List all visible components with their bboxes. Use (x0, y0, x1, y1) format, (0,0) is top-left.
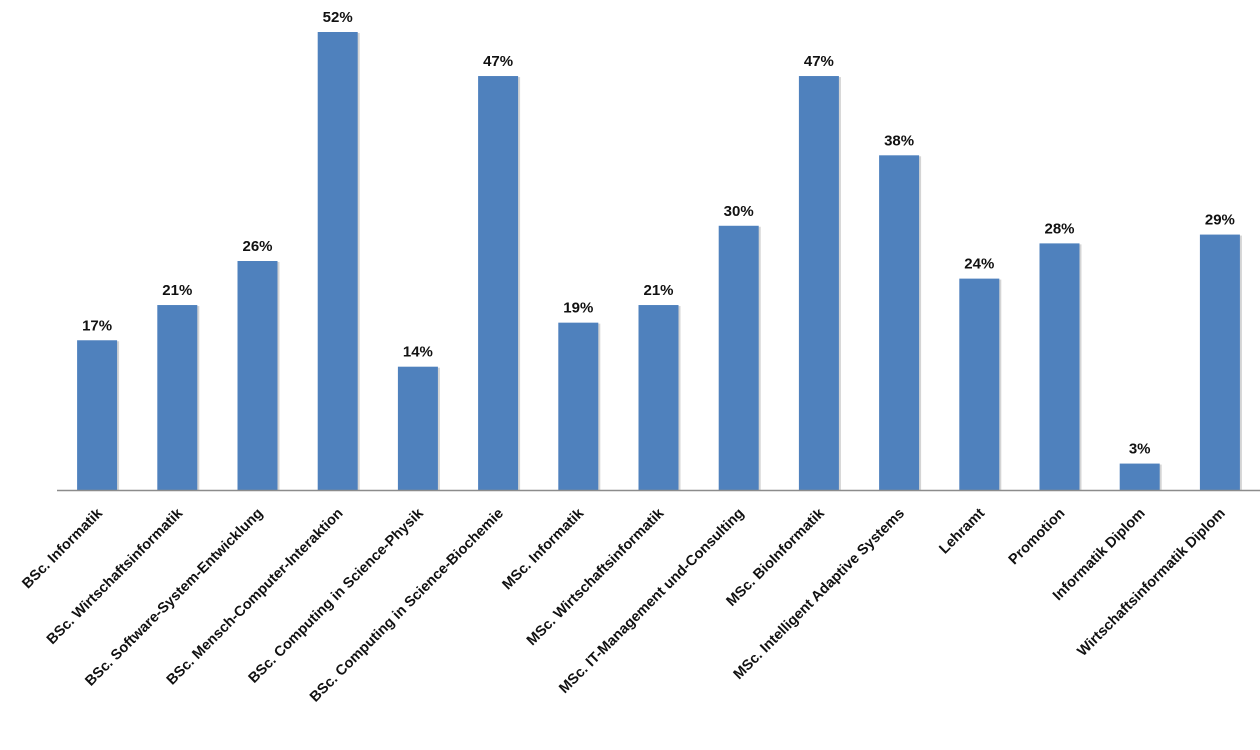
bar-value-label: 29% (1205, 212, 1235, 229)
bar-value-label: 52% (323, 9, 353, 26)
x-tick-label: MSc. Informatik (499, 505, 587, 593)
x-tick-label: BSc. Wirtschaftsinformatik (44, 505, 187, 648)
bar (397, 366, 438, 490)
bar (638, 305, 679, 490)
x-tick-label: MSc. IT-Management und-Consulting (556, 506, 747, 697)
bar (1199, 234, 1240, 490)
bar (478, 76, 519, 491)
bar (77, 340, 118, 490)
x-tick-label: Promotion (1006, 506, 1069, 569)
bar (959, 278, 1000, 490)
x-tick-label: BSc. Computing in Science-Physik (246, 505, 428, 687)
bar (798, 76, 839, 491)
x-tick-label: BSc. Informatik (19, 505, 106, 592)
bar-value-label: 19% (563, 300, 593, 317)
bar (558, 322, 599, 490)
bar (1119, 463, 1160, 490)
bar-value-label: 30% (724, 203, 754, 220)
bar-value-label: 26% (242, 238, 272, 255)
x-tick-label: Lehramt (936, 505, 988, 557)
bar-value-label: 47% (483, 53, 513, 70)
bar-value-label: 17% (82, 317, 112, 334)
bar-value-label: 14% (403, 344, 433, 361)
bar (1039, 243, 1080, 490)
bar (157, 305, 198, 490)
bar-value-label: 47% (804, 53, 834, 70)
bar-value-label: 3% (1129, 441, 1151, 458)
value-labels-group: 17% 21% 26% 52% 14% 47% 19% 21% 30% 47% 38% 24% 28% 3… (82, 9, 1235, 458)
bar (317, 32, 358, 490)
x-tick-label: Wirtschaftsinformatik Diplom (1075, 506, 1229, 660)
bar-value-label: 38% (884, 132, 914, 149)
x-tick-label: BSc. Mensch-Computer-Interaktion (164, 506, 347, 689)
bar (718, 225, 759, 490)
bar (237, 261, 278, 490)
bar-value-label: 28% (1044, 220, 1074, 237)
bar-value-label: 21% (162, 282, 192, 299)
bars-group (77, 32, 1242, 491)
x-tick-label: MSc. Wirtschaftsinformatik (524, 505, 668, 649)
bar-value-label: 24% (964, 256, 994, 273)
x-tick-label: BSc. Software-System-Entwicklung (82, 506, 266, 690)
x-tick-label: MSc. Intelligent Adaptive Systems (731, 506, 908, 683)
bar-value-label: 21% (643, 282, 673, 299)
bar (879, 155, 920, 491)
